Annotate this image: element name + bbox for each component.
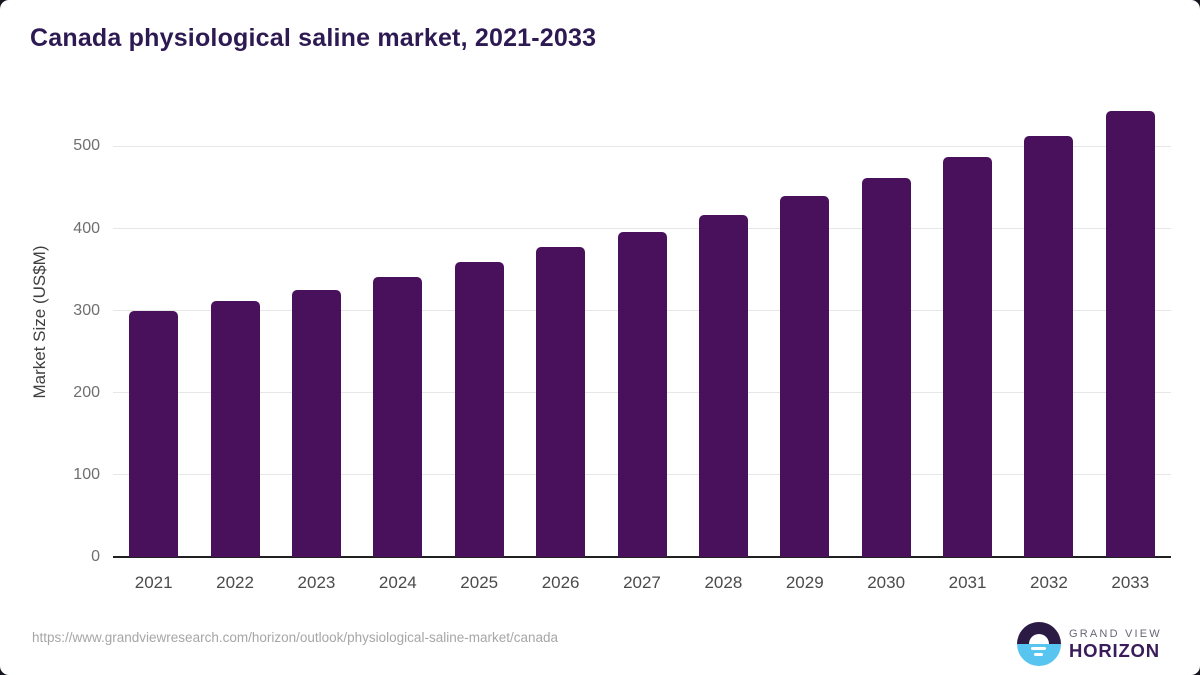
x-tick-label-2025: 2025 — [460, 573, 499, 592]
x-tick-label-2021: 2021 — [134, 573, 173, 592]
bar-2031 — [943, 157, 993, 557]
bar-2028 — [698, 215, 748, 557]
y-tick-label-300: 300 — [73, 301, 100, 319]
source-url: https://www.grandviewresearch.com/horizo… — [32, 630, 559, 645]
bar-2022 — [210, 300, 260, 557]
bar-2033 — [1105, 111, 1155, 557]
x-axis-line — [113, 556, 1171, 558]
y-tick-label-200: 200 — [73, 383, 100, 401]
logo-text-bottom: HORIZON — [1069, 640, 1160, 661]
horizon-sun-icon — [1017, 622, 1061, 666]
x-tick-label-2031: 2031 — [948, 573, 987, 592]
grand-view-horizon-logo: GRAND VIEW HORIZON — [1017, 622, 1162, 666]
x-tick-label-2033: 2033 — [1111, 573, 1150, 592]
logo-sun — [1029, 634, 1049, 644]
bar-2023 — [291, 290, 341, 557]
gridline-400 — [113, 228, 1171, 230]
y-tick-label-500: 500 — [73, 137, 100, 155]
x-tick-label-2030: 2030 — [867, 573, 906, 592]
logo-text-top: GRAND VIEW — [1069, 628, 1162, 640]
gridline-500 — [113, 145, 1171, 147]
y-axis-title-text: Market Size (US$M) — [30, 245, 49, 399]
x-tick-label-2029: 2029 — [785, 573, 824, 592]
x-tick-label-2023: 2023 — [297, 573, 336, 592]
logo-sky — [1017, 622, 1061, 644]
chart-title: Canada physiological saline market, 2021… — [30, 24, 597, 52]
bar-2026 — [536, 247, 586, 557]
x-tick-label-2024: 2024 — [378, 573, 417, 592]
y-tick-label-100: 100 — [73, 465, 100, 483]
bar-2029 — [780, 196, 830, 557]
logo-reflection-2 — [1034, 652, 1043, 656]
logo-text: GRAND VIEW HORIZON — [1069, 627, 1162, 661]
y-tick-label-0: 0 — [91, 548, 100, 565]
bar-2024 — [373, 276, 423, 557]
bar-2021 — [129, 311, 179, 557]
x-tick-label-2026: 2026 — [541, 573, 580, 592]
bar-2030 — [861, 177, 911, 557]
x-tick-label-2028: 2028 — [704, 573, 743, 592]
bar-2027 — [617, 231, 667, 557]
y-tick-label-400: 400 — [73, 219, 100, 237]
logo-reflection-1 — [1031, 646, 1046, 650]
bar-2025 — [454, 262, 504, 557]
x-tick-label-2022: 2022 — [216, 573, 254, 592]
x-tick-label-2032: 2032 — [1029, 573, 1068, 592]
bar-2032 — [1024, 135, 1074, 557]
x-tick-label-2027: 2027 — [623, 573, 661, 592]
